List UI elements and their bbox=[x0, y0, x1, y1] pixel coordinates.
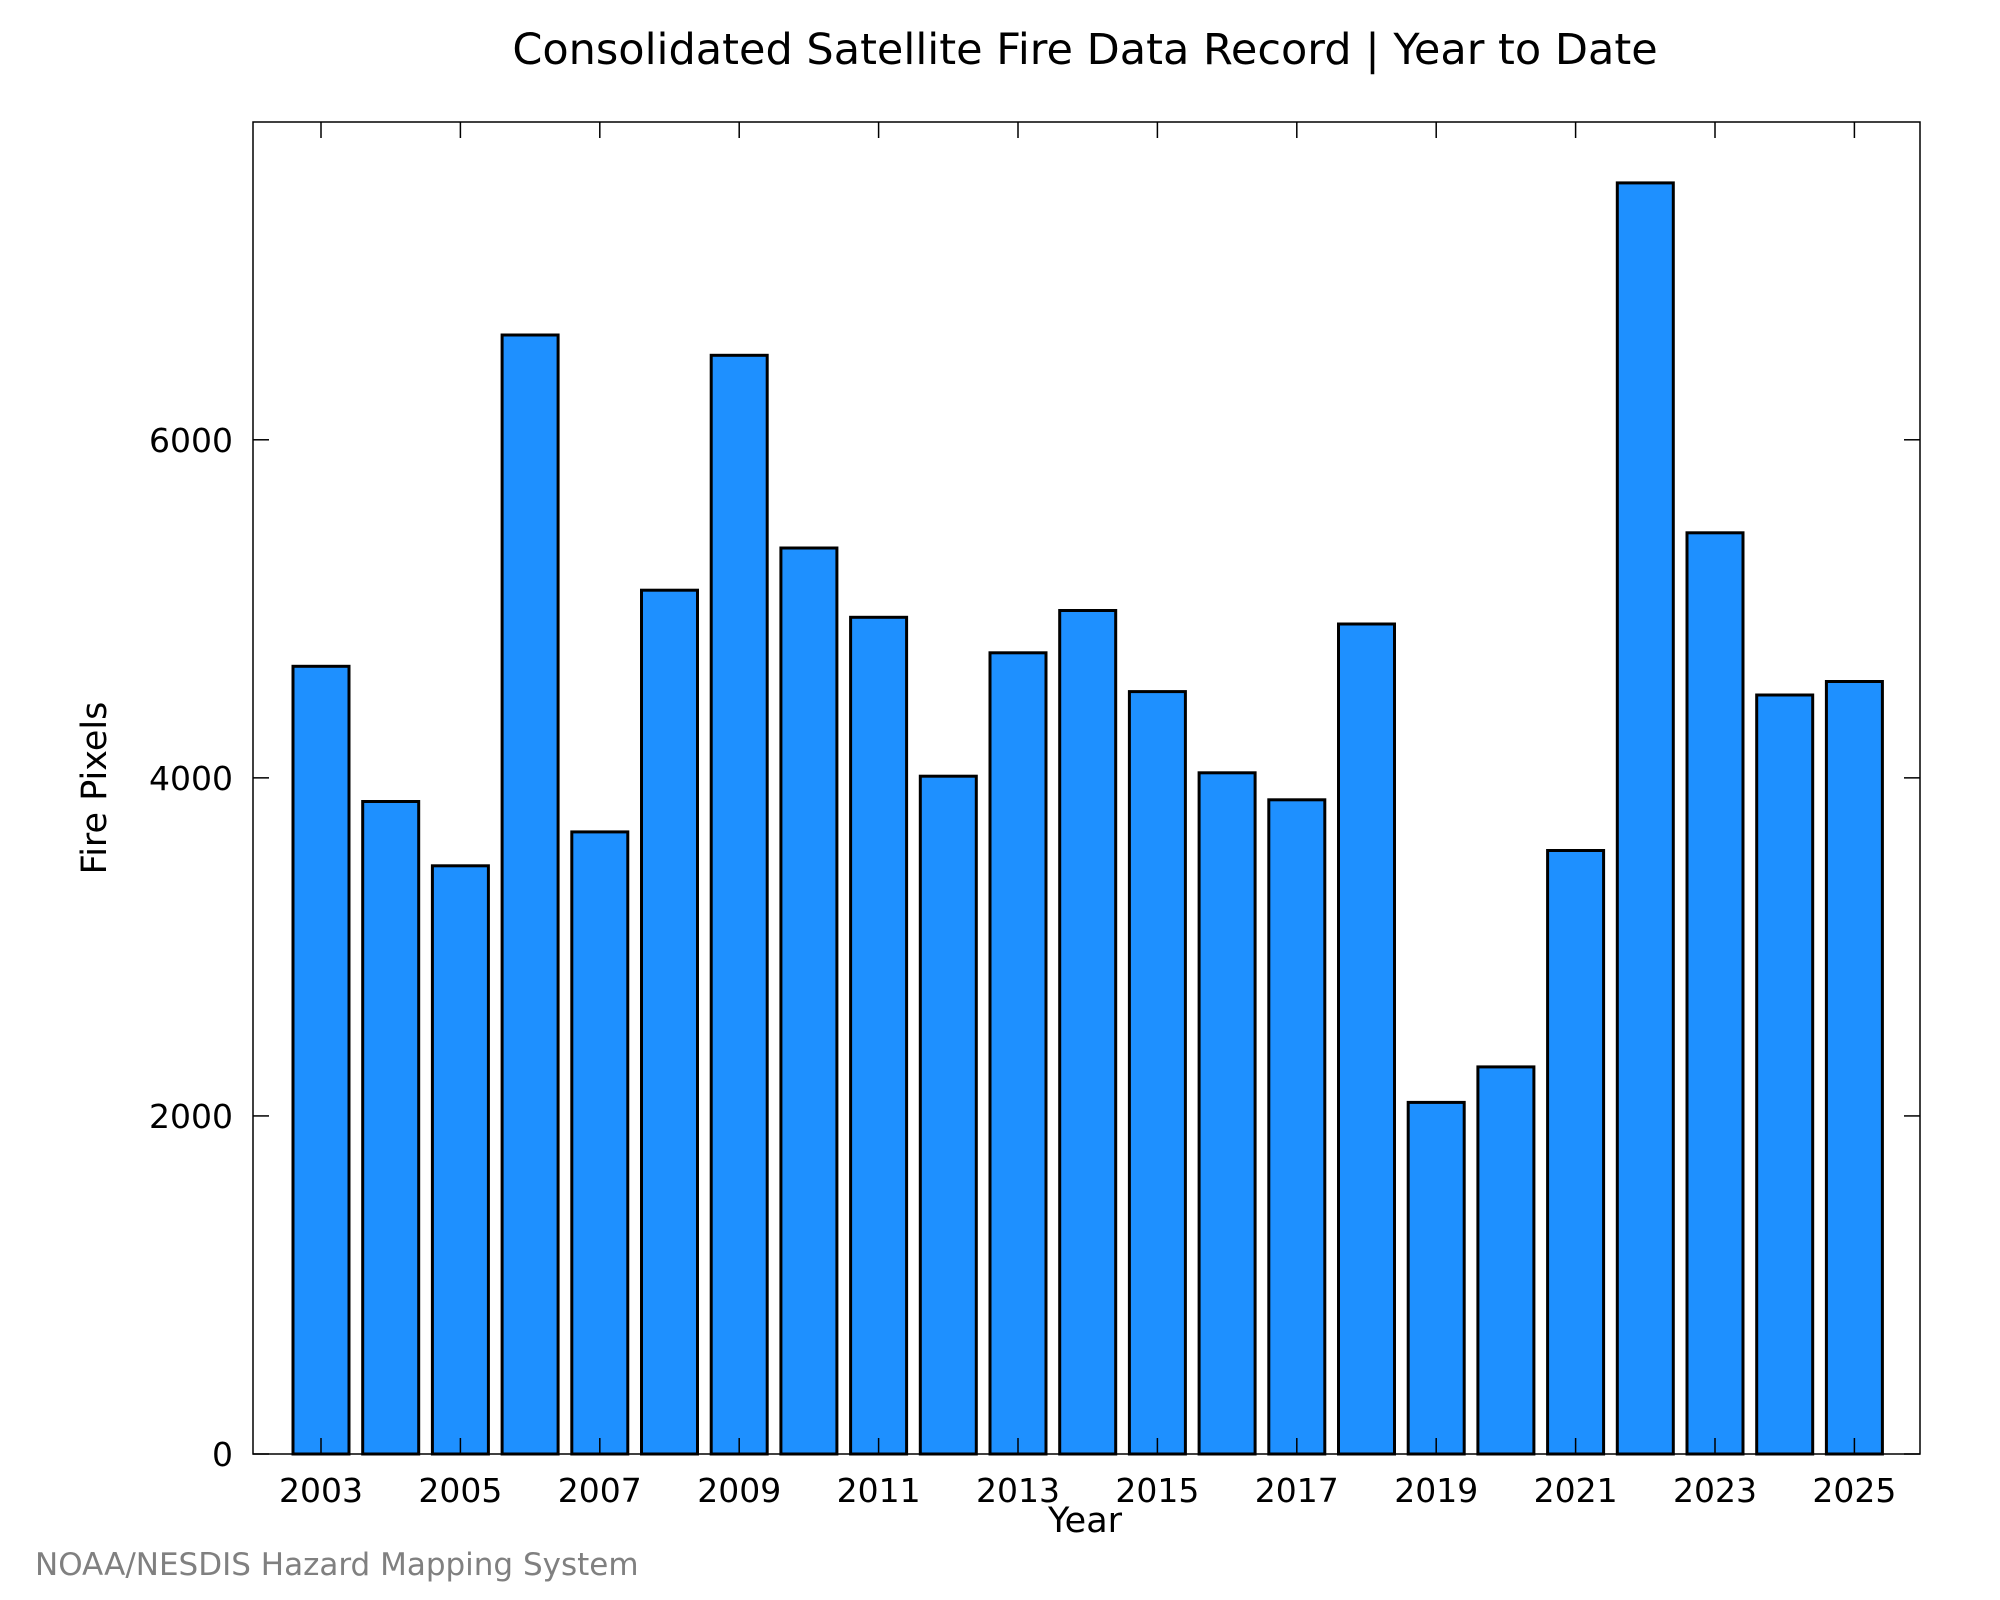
bar-2011 bbox=[849, 615, 909, 1456]
bar-2005 bbox=[430, 864, 490, 1456]
bar-2015 bbox=[1127, 690, 1187, 1456]
bar-2024 bbox=[1755, 693, 1815, 1456]
bar-2004 bbox=[361, 800, 421, 1456]
credit-text: NOAA/NESDIS Hazard Mapping System bbox=[35, 1547, 639, 1583]
y-tick-label: 2000 bbox=[149, 1097, 233, 1136]
bar-2009 bbox=[709, 353, 769, 1456]
bar-2010 bbox=[779, 546, 839, 1456]
x-axis-label: Year bbox=[1047, 1501, 1123, 1541]
y-axis-ticks: 0 2000 4000 6000 bbox=[149, 421, 1920, 1474]
bar-2025 bbox=[1824, 680, 1884, 1456]
bar-2021 bbox=[1546, 849, 1606, 1456]
bar-2012 bbox=[918, 774, 978, 1456]
bar-2022 bbox=[1615, 181, 1675, 1456]
bar-2017 bbox=[1267, 798, 1327, 1456]
x-tick-label-2019: 2019 bbox=[1394, 1471, 1478, 1510]
x-tick-label-2017: 2017 bbox=[1255, 1471, 1339, 1510]
x-tick-label-2005: 2005 bbox=[418, 1471, 502, 1510]
x-tick-label-2007: 2007 bbox=[558, 1471, 642, 1510]
bar-2016 bbox=[1197, 771, 1257, 1456]
bar-2008 bbox=[640, 588, 699, 1456]
x-tick-label-2023: 2023 bbox=[1673, 1471, 1757, 1510]
y-tick-label: 4000 bbox=[149, 759, 233, 798]
bars-group bbox=[291, 181, 1884, 1456]
bar-2013 bbox=[988, 651, 1048, 1456]
bar-2003 bbox=[291, 664, 351, 1456]
bar-2020 bbox=[1476, 1065, 1536, 1456]
y-axis-label: Fire Pixels bbox=[75, 702, 115, 875]
bar-2018 bbox=[1337, 622, 1396, 1456]
x-tick-label-2015: 2015 bbox=[1115, 1471, 1199, 1510]
bar-2006 bbox=[500, 333, 560, 1456]
bar-2007 bbox=[570, 830, 630, 1456]
x-tick-label-2013: 2013 bbox=[976, 1471, 1060, 1510]
y-tick-label: 0 bbox=[212, 1435, 233, 1474]
plot-frame bbox=[252, 121, 1921, 1455]
x-axis-ticks: 2003 2005 2007 2009 2011 2013 2015 2017 2019 2021… bbox=[279, 122, 1896, 1510]
bar-2014 bbox=[1058, 609, 1118, 1456]
x-tick-label-2021: 2021 bbox=[1534, 1471, 1618, 1510]
x-tick-label-2011: 2011 bbox=[837, 1471, 921, 1510]
chart-title: Consolidated Satellite Fire Data Record … bbox=[512, 25, 1657, 75]
x-tick-label-2003: 2003 bbox=[279, 1471, 363, 1510]
x-tick-label-2025: 2025 bbox=[1812, 1471, 1896, 1510]
bar-2019 bbox=[1406, 1100, 1466, 1456]
y-tick-label: 6000 bbox=[149, 421, 233, 460]
x-tick-label-2009: 2009 bbox=[697, 1471, 781, 1510]
bar-2023 bbox=[1685, 531, 1745, 1456]
